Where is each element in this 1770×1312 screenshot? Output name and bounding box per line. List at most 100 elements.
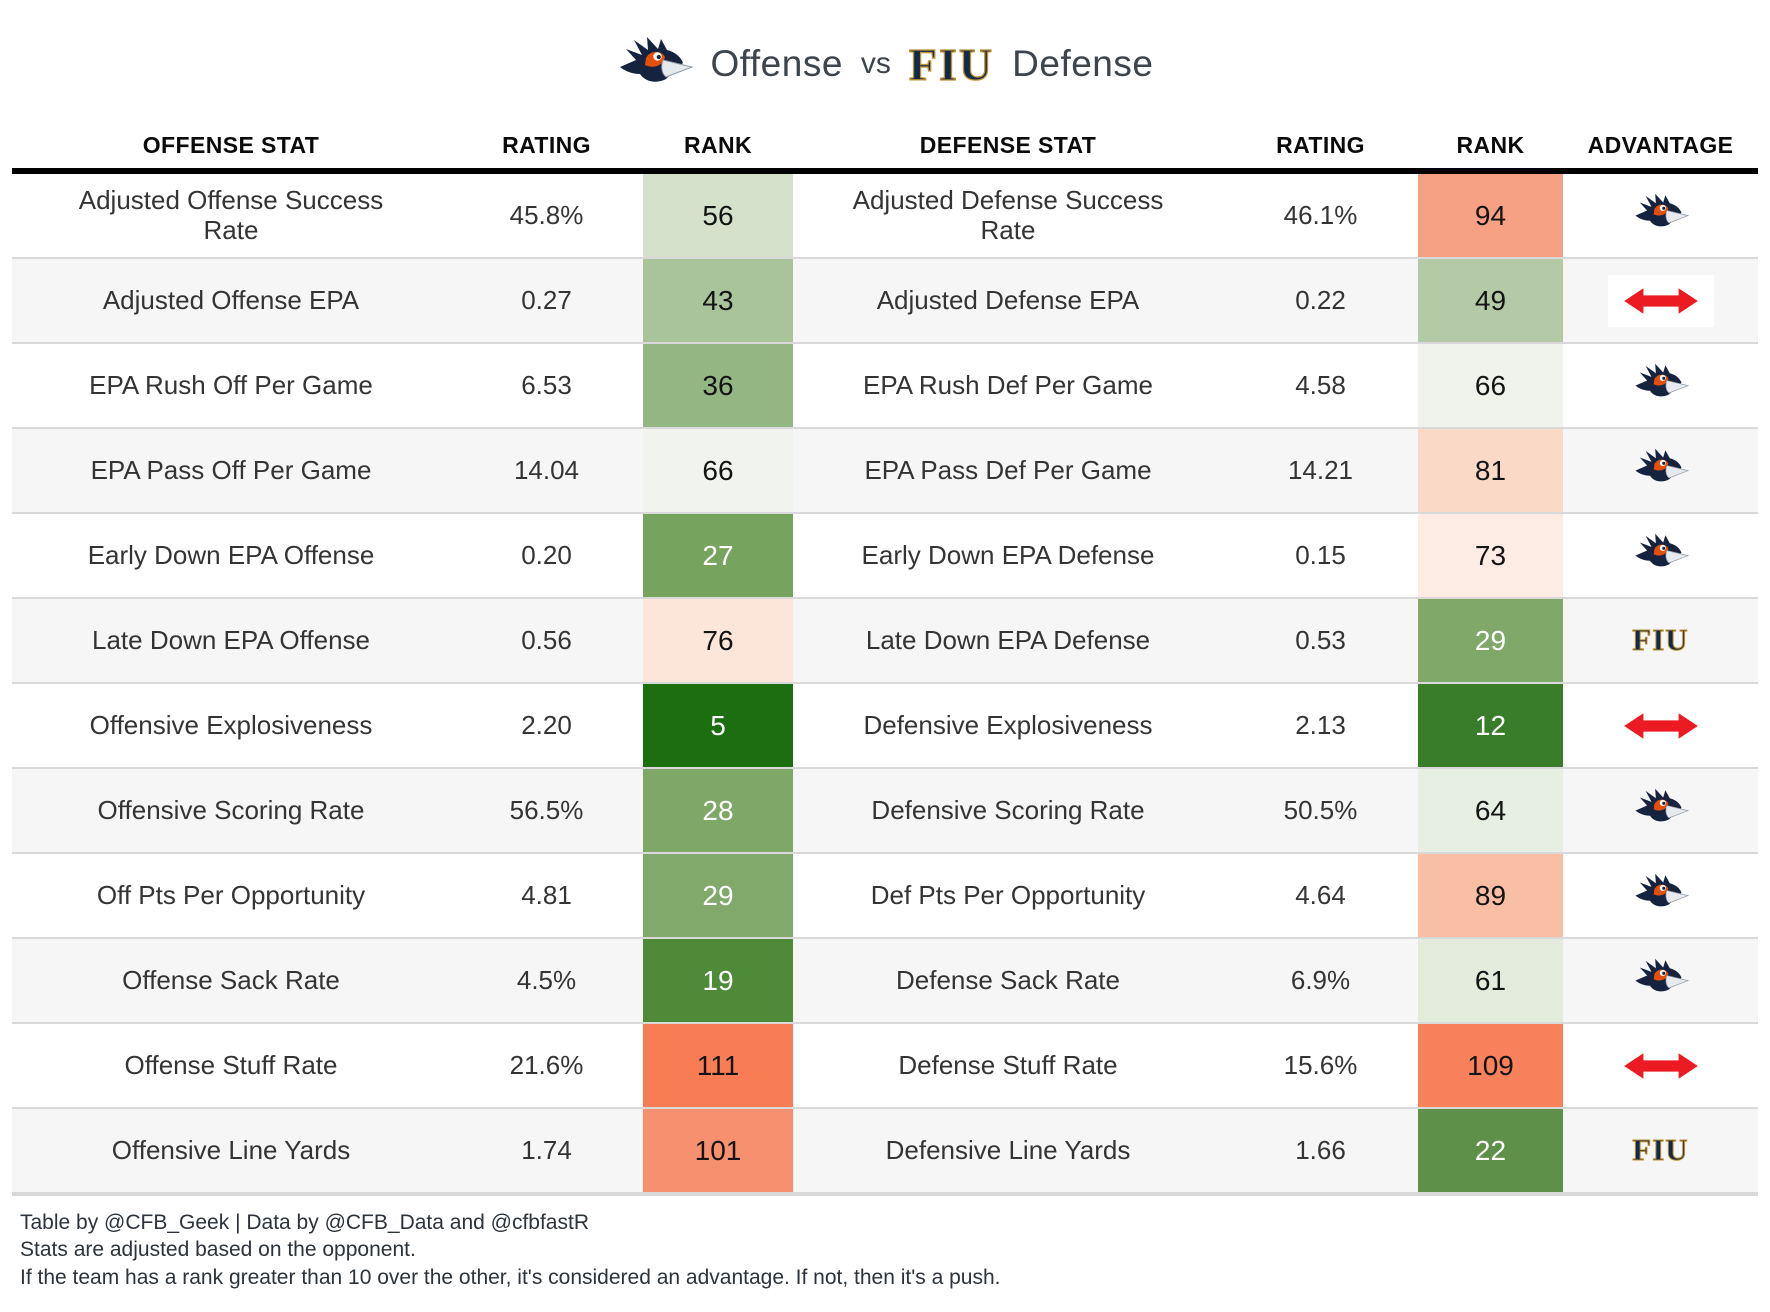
advantage-cell	[1563, 854, 1758, 937]
title-vs-word: vs	[860, 47, 891, 80]
offense-rating-cell: 56.5%	[450, 769, 643, 852]
offense-stat-cell: Offensive Scoring Rate	[12, 769, 450, 852]
offense-rating-cell-text: 2.20	[521, 709, 572, 740]
defense-rating-cell-text: 15.6%	[1283, 1049, 1358, 1080]
header-advantage: ADVANTAGE	[1587, 131, 1734, 158]
defense-rating-cell-text: 0.15	[1295, 539, 1346, 570]
defense-rank-cell: 66	[1418, 344, 1563, 427]
defense-stat-cell: Defense Stuff Rate	[793, 1024, 1223, 1107]
utsa-roadrunner-logo-icon	[617, 36, 694, 93]
defense-stat-cell-text: Late Down EPA Defense	[865, 624, 1151, 655]
offense-rank-cell: 56	[643, 174, 793, 257]
offense-stat-cell: Offense Stuff Rate	[12, 1024, 450, 1107]
table-row: Offensive Line Yards 1.74 101 Defensive Lin…	[12, 1107, 1758, 1192]
utsa-roadrunner-advantage-icon	[1633, 788, 1689, 832]
defense-rating-cell: 0.22	[1223, 259, 1418, 342]
defense-stat-cell-text: Defensive Explosiveness	[863, 709, 1153, 740]
offense-stat-cell-text: Adjusted Offense Success Rate	[78, 185, 384, 245]
defense-stat-cell: Adjusted Defense Success Rate	[793, 174, 1223, 257]
header-offense-rating: RATING	[502, 131, 591, 158]
offense-rank-cell-text: 101	[694, 1134, 742, 1166]
defense-rank-cell: 61	[1418, 939, 1563, 1022]
offense-rating-cell: 45.8%	[450, 174, 643, 257]
defense-rating-cell: 2.13	[1223, 684, 1418, 767]
defense-stat-cell-text: EPA Rush Def Per Game	[863, 369, 1153, 400]
table-header-row: OFFENSE STAT RATING RANK DEFENSE STAT RA…	[12, 122, 1758, 174]
offense-rating-cell-text: 0.20	[521, 539, 572, 570]
offense-stat-cell-text: EPA Rush Off Per Game	[89, 369, 373, 400]
offense-rating-cell: 14.04	[450, 429, 643, 512]
offense-rank-cell-text: 76	[702, 624, 734, 656]
advantage-cell	[1563, 769, 1758, 852]
offense-stat-cell: Early Down EPA Offense	[12, 514, 450, 597]
defense-rating-cell-text: 46.1%	[1283, 199, 1358, 230]
utsa-roadrunner-advantage-icon	[1633, 873, 1689, 917]
advantage-cell	[1563, 344, 1758, 427]
defense-stat-cell: Defensive Line Yards	[793, 1109, 1223, 1192]
defense-rank-cell: 64	[1418, 769, 1563, 852]
table-row: EPA Rush Off Per Game 6.53 36 EPA Rush Def …	[12, 342, 1758, 427]
defense-rating-cell: 0.53	[1223, 599, 1418, 682]
offense-rank-cell: 29	[643, 854, 793, 937]
offense-stat-cell-text: Offensive Line Yards	[111, 1134, 351, 1165]
header-defense-stat: DEFENSE STAT	[919, 131, 1097, 158]
defense-rating-cell: 6.9%	[1223, 939, 1418, 1022]
defense-rating-cell-text: 0.22	[1295, 284, 1346, 315]
utsa-roadrunner-advantage-icon	[1633, 958, 1689, 1002]
offense-stat-cell: Off Pts Per Opportunity	[12, 854, 450, 937]
defense-stat-cell: Defensive Scoring Rate	[793, 769, 1223, 852]
defense-stat-cell: Early Down EPA Defense	[793, 514, 1223, 597]
offense-rank-cell: 66	[643, 429, 793, 512]
defense-rating-cell: 15.6%	[1223, 1024, 1418, 1107]
advantage-cell: FIU	[1563, 1109, 1758, 1192]
offense-rank-cell: 43	[643, 259, 793, 342]
utsa-roadrunner-advantage-icon	[1633, 193, 1689, 237]
defense-rank-cell-text: 109	[1467, 1049, 1514, 1081]
offense-rating-cell-text: 14.04	[513, 454, 580, 485]
offense-stat-cell: Adjusted Offense EPA	[12, 259, 450, 342]
adjustment-note: Stats are adjusted based on the opponent…	[20, 1238, 416, 1262]
defense-stat-cell-text: Adjusted Defense Success Rate	[852, 185, 1164, 245]
defense-rating-cell-text: 1.66	[1295, 1134, 1346, 1165]
defense-stat-cell: Defense Sack Rate	[793, 939, 1223, 1022]
offense-stat-cell-text: Off Pts Per Opportunity	[96, 879, 366, 910]
defense-rating-cell-text: 2.13	[1295, 709, 1346, 740]
defense-rating-cell: 0.15	[1223, 514, 1418, 597]
offense-rank-cell: 76	[643, 599, 793, 682]
offense-rating-cell: 2.20	[450, 684, 643, 767]
offense-stat-cell: Offensive Line Yards	[12, 1109, 450, 1192]
offense-rating-cell-text: 56.5%	[509, 794, 584, 825]
offense-stat-cell-text: Offensive Scoring Rate	[97, 794, 365, 825]
header-defense-rating: RATING	[1276, 131, 1365, 158]
offense-rank-cell: 111	[643, 1024, 793, 1107]
offense-rating-cell-text: 4.81	[521, 879, 572, 910]
advantage-cell: FIU	[1563, 599, 1758, 682]
header-offense-rank: RANK	[683, 131, 753, 158]
offense-rating-cell-text: 1.74	[521, 1134, 572, 1165]
table-row: Late Down EPA Offense 0.56 76 Late Down EPA…	[12, 597, 1758, 682]
offense-rating-cell-text: 0.56	[521, 624, 572, 655]
push-arrow-icon	[1607, 1039, 1714, 1092]
offense-rank-cell-text: 5	[710, 709, 726, 741]
offense-stat-cell-text: Offense Stuff Rate	[124, 1049, 338, 1080]
offense-rank-cell-text: 19	[702, 964, 734, 996]
offense-rating-cell: 6.53	[450, 344, 643, 427]
offense-rank-cell-text: 36	[702, 369, 734, 401]
defense-rank-cell: 81	[1418, 429, 1563, 512]
defense-rank-cell: 49	[1418, 259, 1563, 342]
offense-rank-cell-text: 66	[702, 454, 734, 486]
offense-rating-cell: 0.20	[450, 514, 643, 597]
advantage-cell	[1563, 684, 1758, 767]
title-defense-word: Defense	[1012, 43, 1154, 84]
offense-rank-cell: 28	[643, 769, 793, 852]
defense-rating-cell-text: 14.21	[1287, 454, 1354, 485]
defense-stat-cell-text: Defense Stuff Rate	[898, 1049, 1118, 1080]
offense-rating-cell: 0.56	[450, 599, 643, 682]
offense-rank-cell-text: 28	[702, 794, 734, 826]
table-row: EPA Pass Off Per Game 14.04 66 EPA Pass Def…	[12, 427, 1758, 512]
offense-stat-cell: Late Down EPA Offense	[12, 599, 450, 682]
offense-stat-cell: Offense Sack Rate	[12, 939, 450, 1022]
table-row: Adjusted Offense EPA 0.27 43 Adjusted Defen…	[12, 257, 1758, 342]
advantage-rule-note: If the team has a rank greater than 10 o…	[20, 1265, 1001, 1289]
defense-rating-cell: 46.1%	[1223, 174, 1418, 257]
